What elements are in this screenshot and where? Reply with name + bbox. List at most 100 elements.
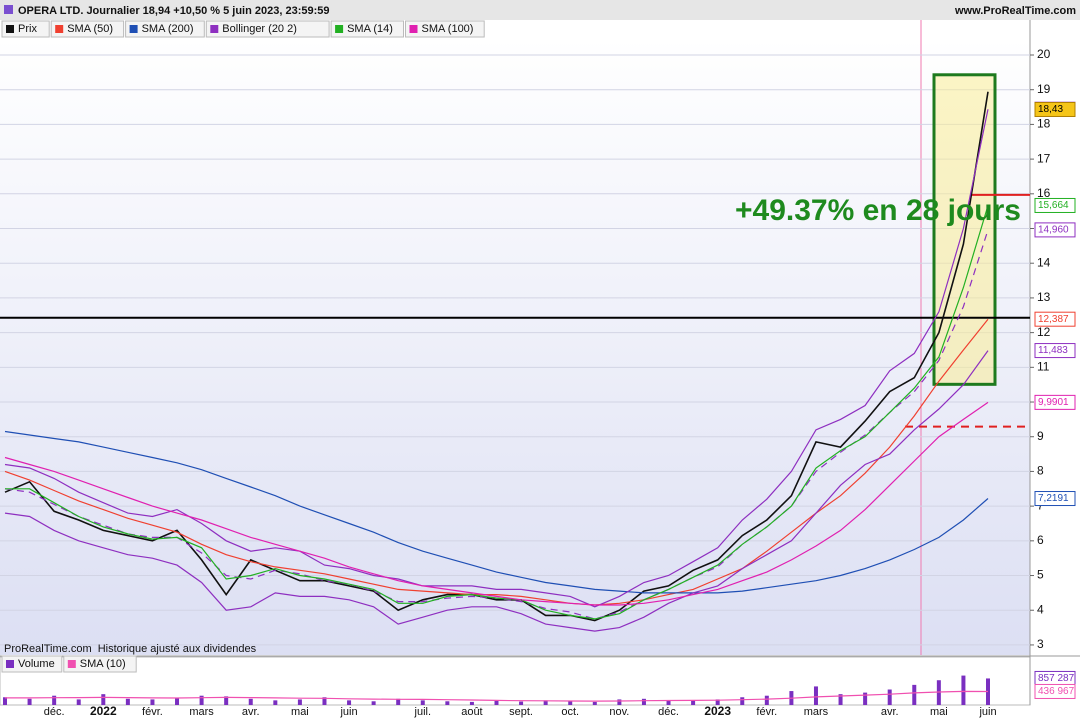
y-tick-label: 3	[1037, 637, 1044, 651]
volume-bar	[273, 700, 278, 705]
volume-bar	[666, 700, 671, 705]
volume-bar	[420, 700, 425, 705]
volume-bar	[101, 694, 106, 705]
y-tick-label: 13	[1037, 290, 1051, 304]
legend-label: Bollinger (20 2)	[222, 23, 297, 35]
volume-bar	[224, 696, 229, 705]
legend-swatch	[6, 660, 14, 668]
legend-label: SMA (50)	[67, 23, 113, 35]
value-badge	[1034, 491, 1076, 507]
x-tick-label: oct.	[561, 706, 579, 718]
header-icon	[4, 5, 13, 14]
volume-bar	[813, 686, 818, 705]
x-tick-label: févr.	[142, 706, 163, 718]
value-badge-label: 12,387	[1038, 314, 1069, 325]
legend-label: SMA (100)	[422, 23, 474, 35]
legend-box	[125, 20, 205, 38]
header-bar	[0, 0, 1080, 20]
volume-panel	[0, 656, 1031, 706]
volume-bar	[912, 684, 917, 705]
y-tick-label: 19	[1037, 82, 1051, 96]
volume-bar	[961, 675, 966, 705]
x-tick-label: 2022	[90, 704, 117, 718]
volume-bar	[297, 699, 302, 705]
y-tick-label: 6	[1037, 533, 1044, 547]
y-tick-label: 9	[1037, 429, 1044, 443]
volume-bar	[371, 701, 376, 705]
volume-bar	[863, 692, 868, 705]
y-tick-label: 11	[1037, 359, 1050, 373]
volume-bar	[764, 695, 769, 705]
legend-swatch	[335, 25, 344, 33]
legend-swatch	[129, 25, 138, 33]
volume-bar	[617, 699, 622, 705]
sma-line	[4, 430, 989, 594]
x-tick-label: 2023	[704, 704, 731, 718]
x-tick-label: mai	[291, 706, 309, 718]
legend-swatch	[67, 660, 76, 668]
legend-box	[205, 20, 330, 38]
volume-bar	[740, 697, 745, 705]
bollinger-lower	[4, 350, 989, 632]
sma-line	[4, 401, 989, 606]
legend-label: SMA (14)	[347, 23, 393, 35]
x-tick-label: avr.	[242, 706, 260, 718]
x-tick-label: nov.	[609, 706, 629, 718]
header-title: OPERA LTD. Journalier 18,94 +10,50 % 5 j…	[18, 5, 330, 17]
y-tick-label: 8	[1037, 464, 1044, 478]
volume-bar	[248, 698, 253, 705]
volume-bar	[691, 700, 696, 705]
x-tick-label: juin	[339, 706, 357, 718]
value-badge-label: 9,9901	[1038, 397, 1069, 408]
legend-box	[1, 655, 63, 673]
x-tick-label: juin	[978, 706, 996, 718]
x-tick-label: sept.	[509, 706, 533, 718]
footnote: ProRealTime.com Historique ajusté aux di…	[4, 643, 257, 655]
legend-box	[63, 655, 137, 673]
volume-bar	[936, 680, 941, 705]
header-site: www.ProRealTime.com	[954, 5, 1076, 17]
volume-bar	[519, 701, 524, 705]
volume-bar	[3, 697, 7, 705]
volume-bar	[347, 700, 352, 705]
legend-box	[50, 20, 125, 38]
volume-bar	[592, 701, 597, 705]
value-badge	[1034, 197, 1076, 213]
legend-swatch	[409, 25, 418, 33]
x-tick-label: juil.	[414, 706, 432, 718]
y-tick-label: 12	[1037, 325, 1051, 339]
y-tick-label: 4	[1037, 602, 1044, 616]
x-tick-label: déc.	[44, 706, 65, 718]
value-badge-label: 15,664	[1038, 200, 1069, 211]
volume-bar	[887, 689, 892, 705]
value-badge-label: 857 287	[1038, 673, 1075, 684]
y-tick-label: 20	[1037, 47, 1051, 61]
volume-bar	[199, 695, 204, 705]
value-badge-label: 18,43	[1038, 104, 1063, 115]
volume-bar	[494, 700, 499, 705]
volume-bar	[322, 697, 327, 705]
volume-bar	[175, 698, 180, 705]
volume-bar	[76, 699, 81, 705]
volume-bar	[27, 698, 32, 705]
legend-label: SMA (200)	[142, 23, 194, 35]
x-tick-label: févr.	[756, 706, 777, 718]
x-tick-label: mai	[930, 706, 948, 718]
volume-bar	[445, 701, 450, 705]
volume-bar	[986, 678, 990, 705]
x-tick-label: mars	[189, 706, 214, 718]
legend-swatch	[6, 25, 14, 33]
y-tick-label: 16	[1037, 186, 1051, 200]
bollinger-upper	[4, 109, 989, 608]
legend-box	[330, 20, 405, 38]
y-tick-label: 5	[1037, 568, 1044, 582]
x-tick-label: avr.	[881, 706, 899, 718]
value-badge	[1034, 101, 1076, 117]
y-tick-label: 18	[1037, 117, 1051, 131]
volume-bar	[543, 700, 548, 705]
x-tick-label: août	[461, 706, 482, 718]
value-badge	[1034, 222, 1076, 238]
value-badge-label: 14,960	[1038, 225, 1069, 236]
legend-label: SMA (10)	[80, 658, 126, 670]
